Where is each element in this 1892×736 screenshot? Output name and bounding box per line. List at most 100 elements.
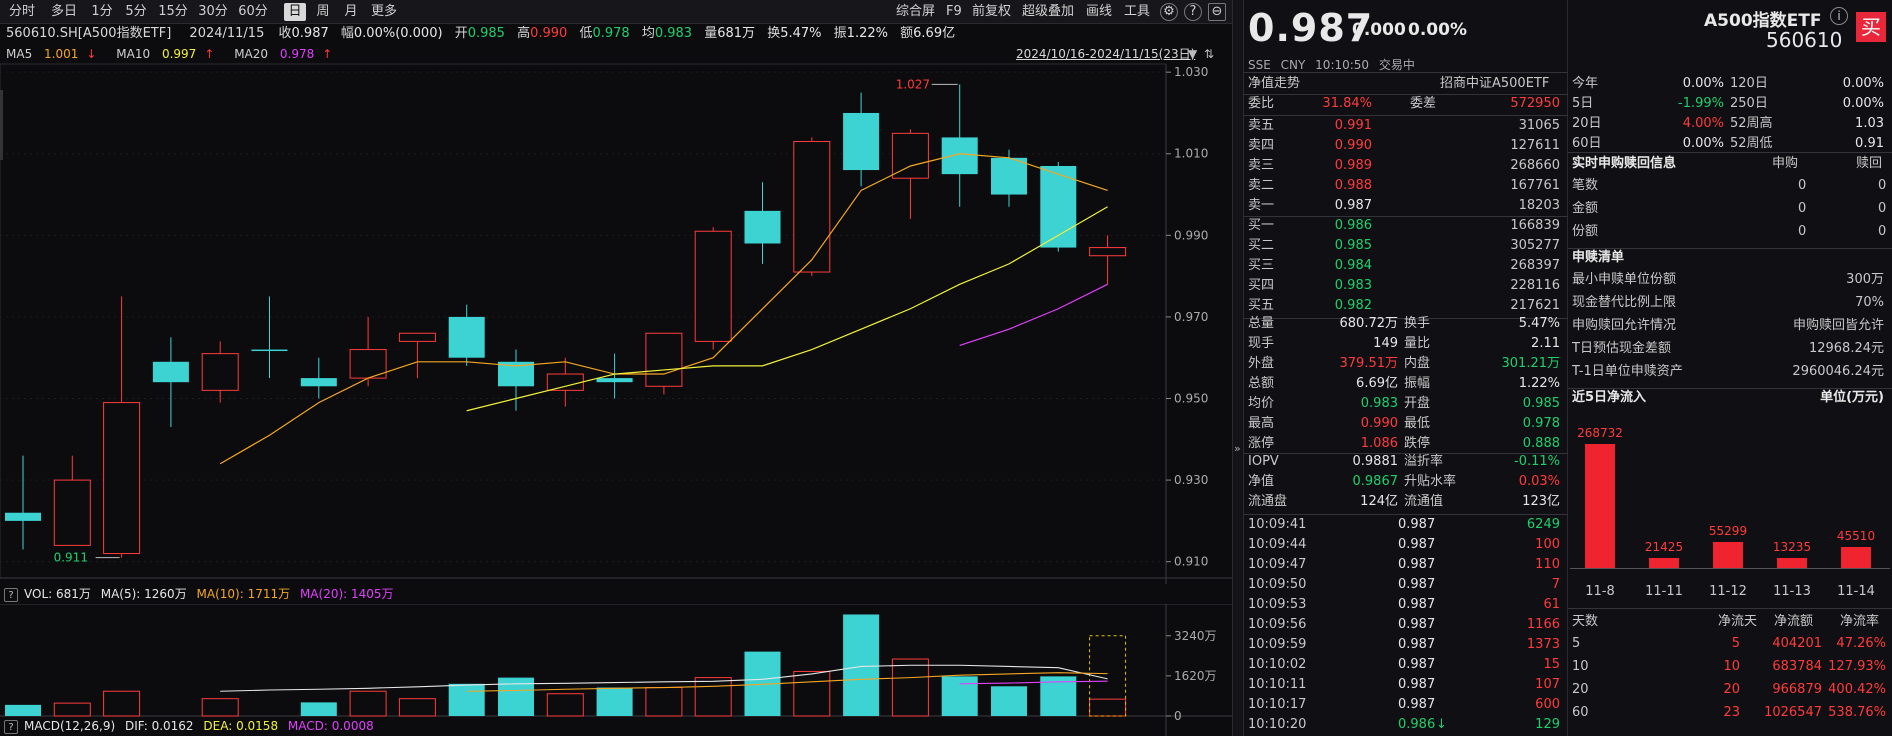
super-overlay-button[interactable]: 超级叠加 (1022, 4, 1075, 19)
help-icon[interactable]: ? (4, 720, 18, 734)
dropdown-arrow-icon[interactable]: ▼ (1188, 47, 1198, 61)
pcf-row: T日预估现金差额 12968.24元 (1568, 339, 1892, 359)
composite-screen-button[interactable]: 综合屏 (896, 4, 936, 19)
perf-row: 5日 -1.99% 250日 0.00% (1568, 94, 1892, 114)
volume-bar-up (201, 698, 239, 717)
bar-date: 2024/11/15 (189, 26, 265, 41)
nav-trend-link[interactable]: 净值走势 (1248, 76, 1301, 91)
flow-header-days: 天数 (1572, 614, 1599, 629)
gear-icon[interactable]: ⚙ (1160, 3, 1178, 21)
tick-price: 0.987 (1398, 537, 1436, 552)
collapse-icon[interactable]: ⊖ (1208, 3, 1226, 21)
flow-days: 10 (1572, 659, 1589, 674)
perf-value: 0.00% (1842, 76, 1884, 91)
tick-row: 10:09:50 0.987 7 (1244, 575, 1568, 595)
kline-chart-panel[interactable]: 1.030 1.010 0.990 0.970 0.950 0.930 0.910 3240万… (0, 0, 1232, 736)
nav-header: 净值走势 招商中证A500ETF (1244, 74, 1568, 94)
ma10-value: 0.997 (161, 47, 197, 61)
flow-bar-date: 11-8 (1585, 584, 1615, 599)
candle-body-down (448, 316, 485, 358)
realtime-header: 实时申购赎回信息 申购 赎回 (1568, 154, 1892, 174)
price-change: 0.000 (1352, 20, 1406, 40)
ma10-line (466, 206, 1108, 412)
panel-expander[interactable]: » (1232, 0, 1244, 736)
tick-price: 0.987 (1398, 637, 1436, 652)
volume-legend: ? VOL: 681万 MA(5): 1260万 MA(10): 1711万 MA… (0, 584, 1232, 604)
ask-row[interactable]: 卖一 0.987 18203 (1244, 196, 1568, 216)
period-month[interactable]: 月 (344, 4, 358, 19)
amount-label: 额 (900, 26, 914, 41)
vol-legend-vol: VOL: 681万 (24, 587, 91, 601)
volume-axis-label: 1620万 (1174, 669, 1217, 683)
period-multiday[interactable]: 多日 (50, 4, 77, 19)
stats-label: 总量 (1248, 316, 1275, 331)
stats-value: 680.72万 (1339, 316, 1399, 331)
bid-row[interactable]: 买二 0.985 305277 (1244, 236, 1568, 256)
period-week[interactable]: 周 (316, 4, 330, 19)
tick-row: 10:09:59 0.987 1373 (1244, 635, 1568, 655)
ask-row[interactable]: 卖五 0.991 31065 (1244, 116, 1568, 136)
vol-legend-ma10: MA(10): 1711万 (196, 587, 291, 601)
bid-row[interactable]: 买四 0.983 228116 (1244, 276, 1568, 296)
ask-level-label: 卖五 (1248, 118, 1275, 133)
bid-row[interactable]: 买一 0.986 166839 (1244, 216, 1568, 236)
ask-row[interactable]: 卖二 0.988 167761 (1244, 176, 1568, 196)
flow-table-row: 5 5 404201 47.26% (1568, 634, 1892, 654)
ask-price: 0.989 (1334, 158, 1372, 173)
macd-dea: DEA: 0.0158 (203, 719, 279, 733)
volume-bar-up (349, 690, 387, 717)
price-axis-label: 0.970 (1174, 310, 1208, 324)
stats-value: 1.086 (1360, 436, 1398, 451)
iopv-label: 升贴水率 (1404, 474, 1457, 489)
help-icon[interactable]: ? (1184, 3, 1202, 21)
macd-value: MACD: 0.0008 (287, 719, 374, 733)
period-60min[interactable]: 60分 (238, 4, 268, 19)
draw-line-button[interactable]: 画线 (1086, 4, 1113, 19)
flow-unit: 单位(万元) (1820, 390, 1884, 405)
volume-axis-label: 0 (1174, 709, 1182, 723)
iopv-label: 流通值 (1404, 494, 1444, 509)
info-icon[interactable]: i (1830, 7, 1848, 25)
quote-time: 10:10:50 (1315, 58, 1370, 72)
sort-icon[interactable]: ⇅ (1204, 47, 1215, 61)
stats-label: 现手 (1248, 336, 1275, 351)
ask-row[interactable]: 卖三 0.989 268660 (1244, 156, 1568, 176)
change-value: 0.00%(0.000) (353, 26, 443, 41)
period-day[interactable]: 日 (284, 3, 306, 21)
f9-button[interactable]: F9 (946, 4, 962, 19)
stats-value: 6.69亿 (1356, 376, 1398, 391)
ma20-line (959, 283, 1108, 347)
tools-button[interactable]: 工具 (1124, 4, 1151, 19)
period-5min[interactable]: 5分 (125, 4, 147, 19)
bid-row[interactable]: 买三 0.984 268397 (1244, 256, 1568, 276)
volume-ma5-line (220, 664, 1108, 692)
flow-net-days: 20 (1723, 682, 1740, 697)
period-15min[interactable]: 15分 (158, 4, 188, 19)
date-range[interactable]: 2024/10/16-2024/11/15(23日) (1016, 47, 1196, 61)
ask-price: 0.988 (1334, 178, 1372, 193)
forward-adjust-button[interactable]: 前复权 (972, 4, 1012, 19)
ask-row[interactable]: 卖四 0.990 127611 (1244, 136, 1568, 156)
period-more[interactable]: 更多 (370, 4, 397, 19)
buy-button[interactable]: 买 (1856, 12, 1886, 42)
price-axis-label: 1.010 (1174, 147, 1208, 161)
flow-net-rate: 538.76% (1828, 705, 1886, 720)
flow-days: 5 (1572, 636, 1581, 651)
stats-label: 总额 (1248, 376, 1275, 391)
realtime-sub-value: 0 (1798, 201, 1807, 216)
candle-body-up (1089, 247, 1127, 257)
period-30min[interactable]: 30分 (198, 4, 228, 19)
period-intraday[interactable]: 分时 (8, 4, 35, 19)
tick-row: 10:09:47 0.987 110 (1244, 555, 1568, 575)
ask-volume: 268660 (1510, 158, 1560, 173)
bid-row[interactable]: 买五 0.982 217621 (1244, 296, 1568, 316)
stats-value: 2.11 (1531, 336, 1560, 351)
period-1min[interactable]: 1分 (91, 4, 113, 19)
kline-chart[interactable]: 1.030 1.010 0.990 0.970 0.950 0.930 0.910 3240万… (0, 0, 1232, 736)
tick-time: 10:09:41 (1248, 517, 1307, 532)
help-icon[interactable]: ? (4, 588, 18, 602)
close-value: 0.987 (291, 26, 329, 41)
tick-row: 10:10:11 0.987 107 (1244, 675, 1568, 695)
candle-body-down (941, 137, 978, 175)
bid-level-label: 买五 (1248, 298, 1275, 313)
